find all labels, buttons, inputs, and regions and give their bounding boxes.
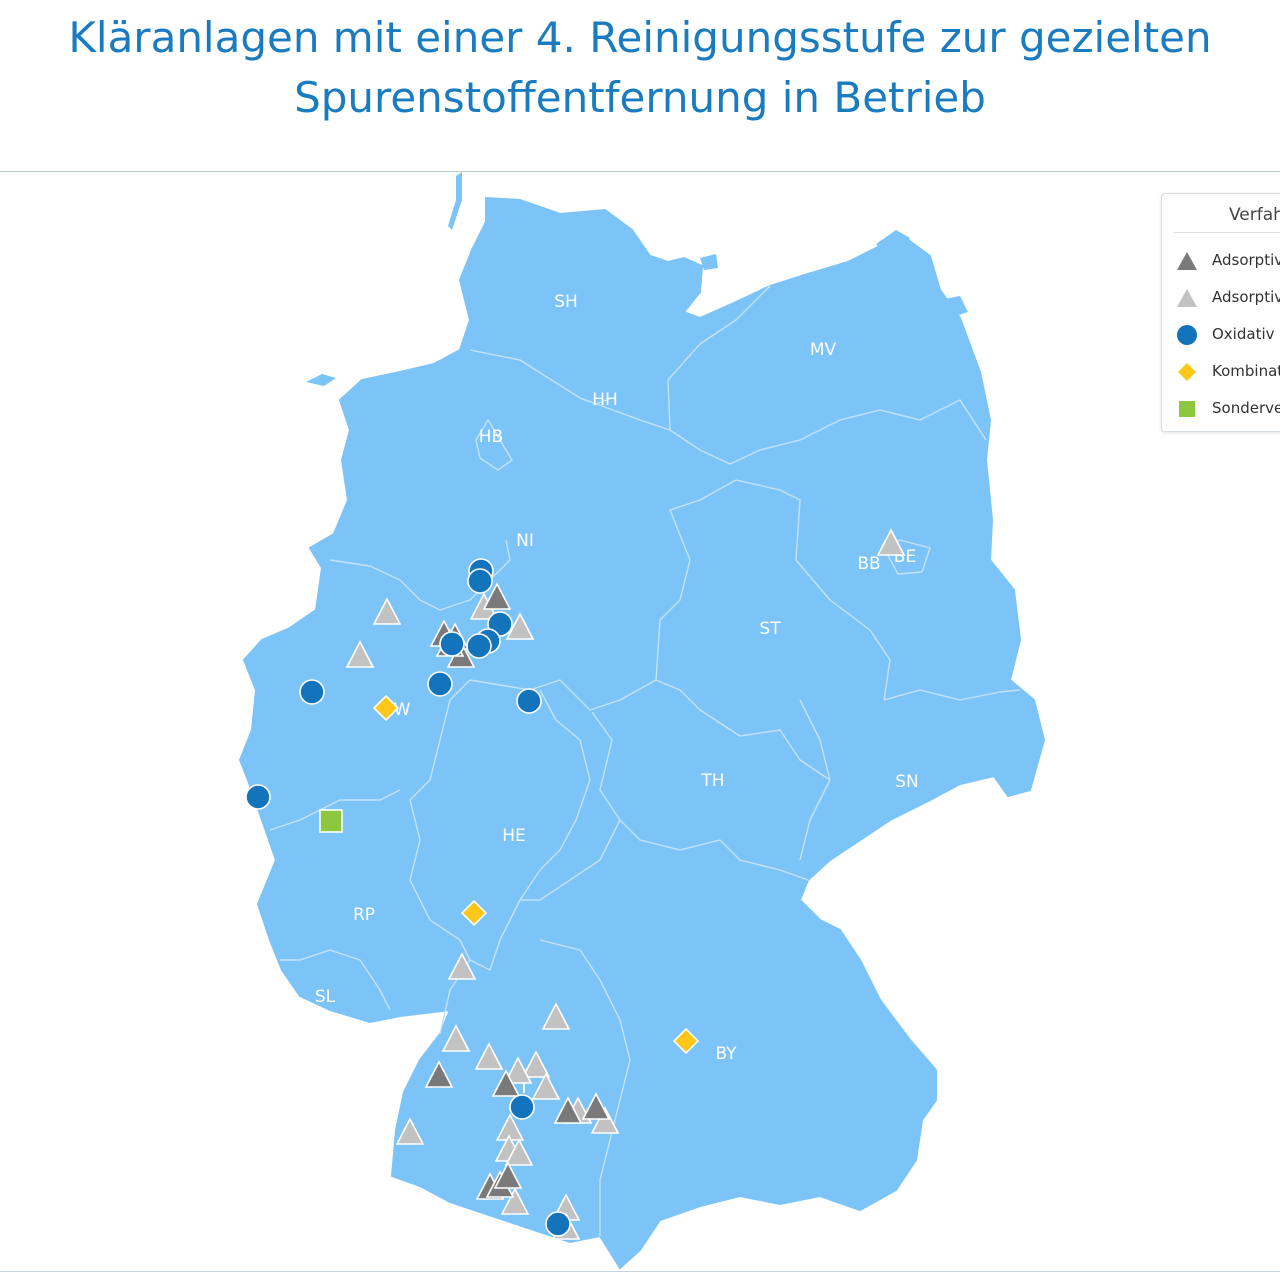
plant-marker-oxidativ-circle[interactable] (439, 631, 465, 657)
legend-item-sonderverfahren[interactable]: Sonderve (1174, 396, 1280, 420)
germany-landmass (238, 172, 1046, 1270)
state-label-he: HE (502, 826, 526, 846)
plant-marker-kombination-diamond[interactable] (460, 899, 488, 927)
state-label-st: ST (759, 619, 781, 639)
plant-marker-oxidativ-circle[interactable] (467, 568, 493, 594)
state-label-hb: HB (479, 427, 503, 447)
state-label-bb: BB (857, 554, 880, 574)
state-label-by: BY (715, 1044, 737, 1064)
plant-marker-adsorptiv-dark-triangle[interactable] (491, 1069, 521, 1097)
legend-divider (1174, 232, 1280, 233)
plant-marker-adsorptiv-light-triangle[interactable] (503, 1056, 533, 1084)
state-label-hh: HH (592, 390, 618, 410)
title-line-2: Spurenstoffentfernung in Betrieb (294, 73, 986, 122)
plant-marker-oxidativ-circle[interactable] (466, 633, 492, 659)
triangle-light-icon (1177, 289, 1197, 307)
title-line-1: Kläranlagen mit einer 4. Reinigungsstufe… (68, 13, 1212, 62)
state-label-sh: SH (554, 292, 578, 312)
plant-marker-adsorptiv-dark-triangle[interactable] (482, 582, 512, 610)
plant-marker-adsorptiv-light-triangle[interactable] (474, 1042, 504, 1070)
plant-marker-adsorptiv-light-triangle[interactable] (447, 952, 477, 980)
state-label-ni: NI (516, 531, 534, 551)
legend-label: Adsorptiv (1212, 288, 1280, 306)
plant-marker-adsorptiv-light-triangle[interactable] (541, 1002, 571, 1030)
island-usedom (938, 296, 968, 318)
triangle-dark-icon (1177, 252, 1197, 270)
plant-marker-adsorptiv-light-triangle[interactable] (590, 1106, 620, 1134)
legend-label: Sonderve (1212, 399, 1280, 417)
circle-blue-icon (1177, 325, 1197, 345)
state-label-mv: MV (810, 340, 837, 360)
island-ruegen (876, 230, 910, 258)
plant-marker-oxidativ-circle[interactable] (516, 688, 542, 714)
legend-item-adsorptiv-light[interactable]: Adsorptiv (1174, 285, 1280, 309)
plant-marker-adsorptiv-light-triangle[interactable] (505, 612, 535, 640)
legend-label: Kombinat (1212, 362, 1280, 380)
plant-marker-oxidativ-circle[interactable] (245, 784, 271, 810)
plant-marker-adsorptiv-light-triangle[interactable] (531, 1072, 561, 1100)
state-label-rp: RP (353, 905, 375, 925)
diamond-yellow-icon (1178, 363, 1196, 381)
plant-marker-adsorptiv-light-triangle[interactable] (345, 640, 375, 668)
square-green-icon (1179, 401, 1195, 417)
map-title: Kläranlagen mit einer 4. Reinigungsstufe… (0, 8, 1280, 128)
plant-marker-adsorptiv-dark-triangle[interactable] (581, 1092, 611, 1120)
state-borders (269, 285, 1021, 1236)
state-label-sl: SL (315, 987, 336, 1007)
island-fehmarn (700, 254, 718, 270)
plant-marker-adsorptiv-light-triangle[interactable] (504, 1138, 534, 1166)
legend-panel: Verfah Adsorptiv Adsorptiv Oxidativ Komb… (1161, 193, 1280, 432)
legend-label: Oxidativ (1212, 325, 1275, 343)
island-sylt (448, 172, 462, 230)
plant-marker-oxidativ-circle[interactable] (545, 1211, 571, 1237)
plant-marker-adsorptiv-dark-triangle[interactable] (493, 1161, 523, 1189)
plant-marker-adsorptiv-light-triangle[interactable] (372, 597, 402, 625)
plant-marker-adsorptiv-light-triangle[interactable] (500, 1187, 530, 1215)
plant-marker-adsorptiv-dark-triangle[interactable] (553, 1096, 583, 1124)
legend-item-oxidativ[interactable]: Oxidativ (1174, 322, 1280, 346)
plant-marker-adsorptiv-light-triangle[interactable] (876, 528, 906, 556)
plant-marker-adsorptiv-light-triangle[interactable] (441, 1024, 471, 1052)
state-label-th: TH (700, 771, 724, 791)
legend-item-kombination[interactable]: Kombinat (1174, 359, 1280, 383)
state-label-sn: SN (895, 772, 919, 792)
plant-markers[interactable] (245, 528, 906, 1240)
plant-marker-kombination-diamond[interactable] (672, 1027, 700, 1055)
plant-marker-kombination-diamond[interactable] (372, 694, 400, 722)
plant-marker-oxidativ-circle[interactable] (509, 1094, 535, 1120)
legend-title: Verfah (1229, 205, 1280, 225)
plant-marker-adsorptiv-light-triangle[interactable] (521, 1050, 551, 1078)
plant-marker-oxidativ-circle[interactable] (299, 679, 325, 705)
state-label-w: W (394, 700, 411, 720)
title-divider (0, 171, 1280, 172)
plant-marker-oxidativ-circle[interactable] (427, 671, 453, 697)
plant-marker-adsorptiv-light-triangle[interactable] (395, 1117, 425, 1145)
plant-marker-sonderverfahren-square[interactable] (319, 809, 343, 833)
island-north-coast (306, 374, 336, 386)
bottom-divider (0, 1271, 1280, 1272)
legend-item-adsorptiv-dark[interactable]: Adsorptiv (1174, 248, 1280, 272)
legend-label: Adsorptiv (1212, 251, 1280, 269)
plant-marker-adsorptiv-dark-triangle[interactable] (424, 1060, 454, 1088)
germany-outline (238, 196, 1046, 1270)
